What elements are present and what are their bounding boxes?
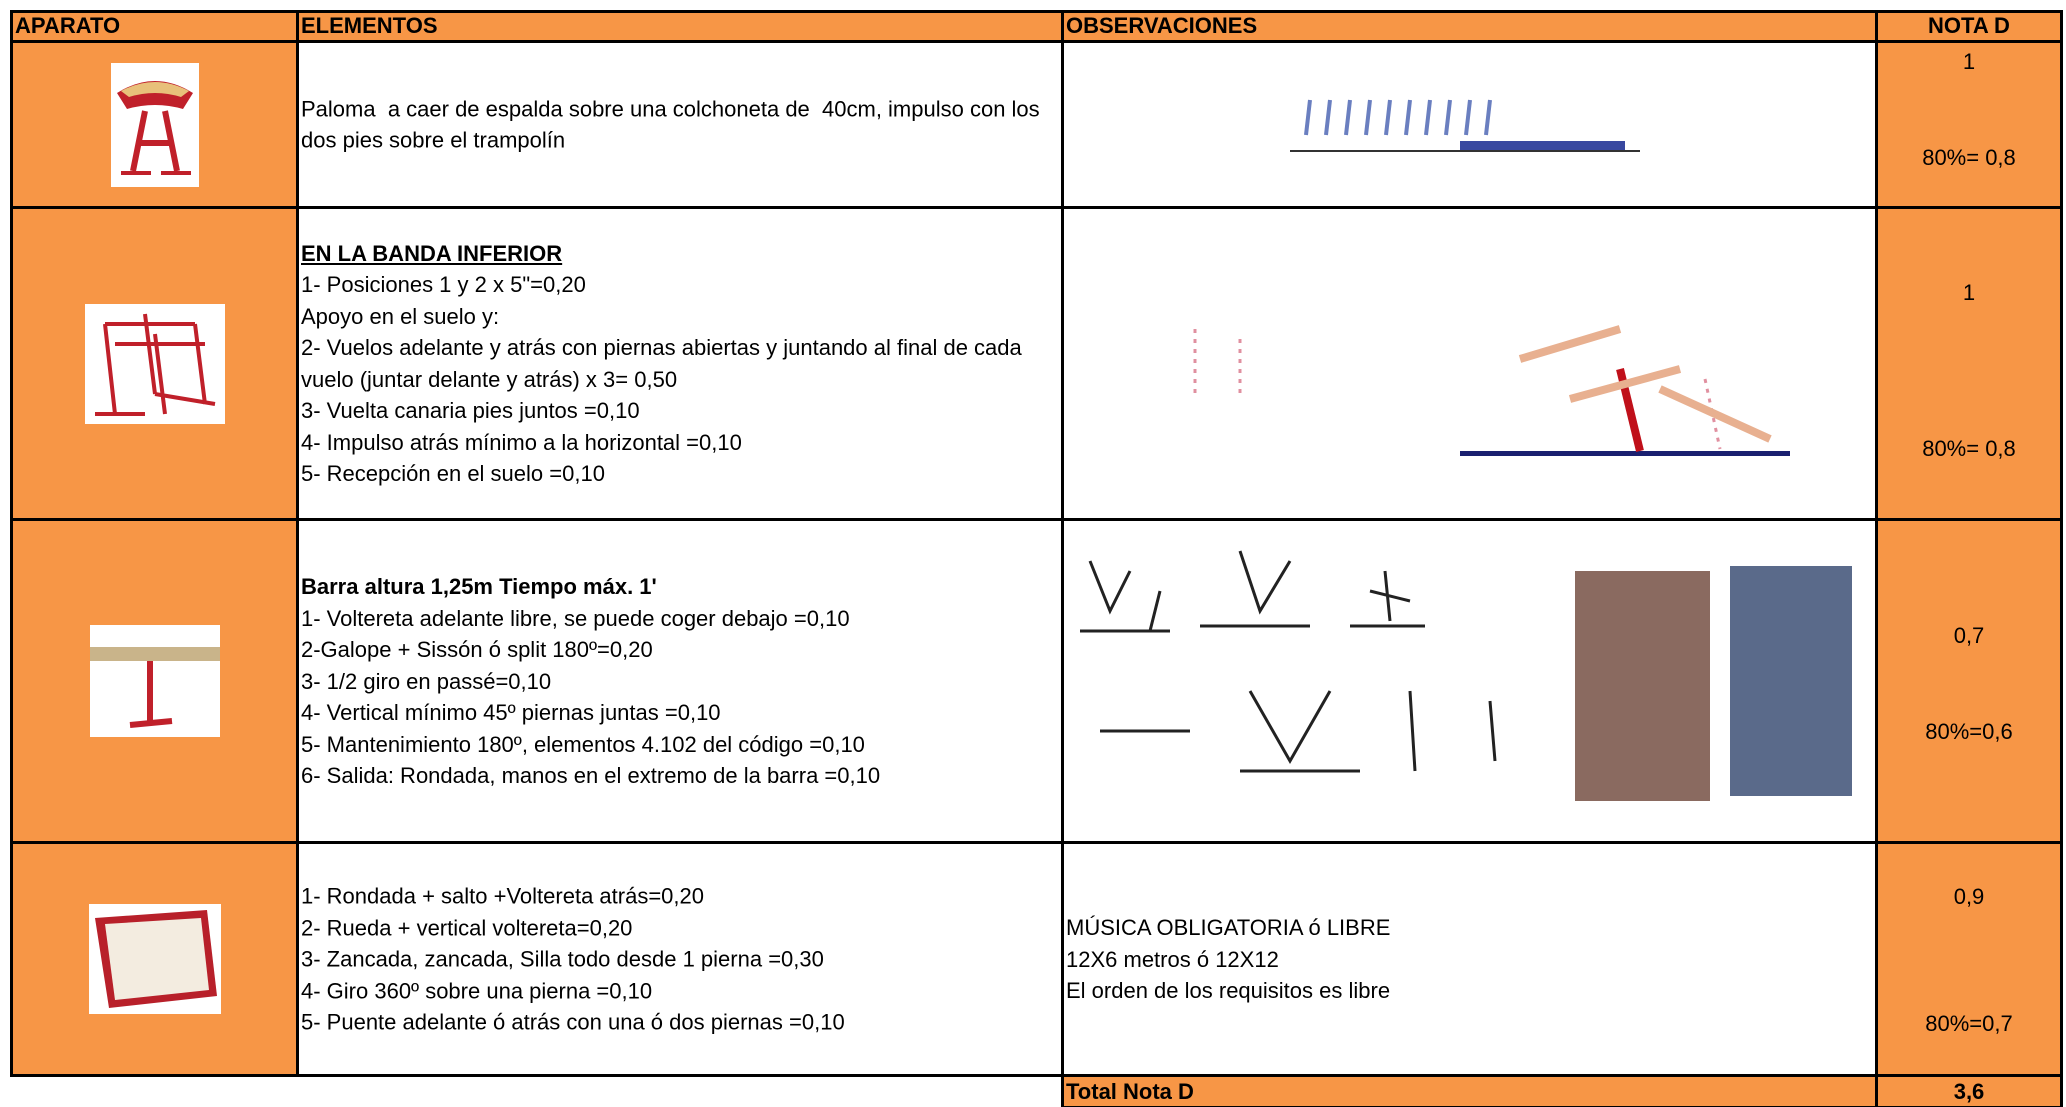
elements-heading: EN LA BANDA INFERIOR (301, 240, 563, 266)
header-cell: ELEMENTOS (296, 10, 1064, 43)
elements-cell: 1- Rondada + salto +Voltereta atrás=0,20… (296, 841, 1064, 1077)
element-line: 5- Recepción en el suelo =0,10 (301, 461, 605, 486)
nota-value: 0,9 (1953, 884, 1985, 909)
element-line: 1- Voltereta adelante libre, se puede co… (301, 605, 850, 631)
apparatus-icon (89, 625, 220, 737)
apparatus-icon (110, 62, 199, 187)
observations-cell (1061, 40, 1878, 209)
header-text: NOTA D (1928, 13, 2010, 38)
element-line: 2- Rueda + vertical voltereta=0,20 (301, 914, 633, 940)
total-value-cell: 3,6 (1875, 1074, 2063, 1107)
observation-image (1120, 249, 1820, 479)
nota-cell: 0,9 80%=0,7 (1875, 841, 2063, 1077)
nota-percent: 80%= 0,8 (1922, 145, 2016, 170)
header-cell: APARATO (10, 10, 299, 43)
nota-percent: 80%=0,6 (1925, 719, 2013, 744)
header-text: OBSERVACIONES (1066, 13, 1258, 38)
header-text: APARATO (15, 13, 121, 38)
element-line: 1- Rondada + salto +Voltereta atrás=0,20 (301, 883, 705, 909)
observation-image (1280, 65, 1660, 185)
apparatus-cell (10, 206, 299, 521)
observation-line: El orden de los requisitos es libre (1066, 977, 1391, 1003)
nota-cell: 0,7 80%=0,6 (1875, 518, 2063, 844)
element-line: 4- Vertical mínimo 45º piernas juntas =0… (301, 699, 721, 725)
element-line: 2-Galope + Sissón ó split 180º=0,20 (301, 636, 653, 662)
elements-cell: EN LA BANDA INFERIOR 1- Posiciones 1 y 2 … (296, 206, 1064, 521)
elements-heading: Barra altura 1,25m Tiempo máx. 1' (301, 573, 657, 599)
elements-list: 1- Rondada + salto +Voltereta atrás=0,20… (301, 880, 1055, 1038)
element-line: 3- Vuelta canaria pies juntos =0,10 (301, 398, 640, 423)
apparatus-cell (10, 40, 299, 209)
elements-list: EN LA BANDA INFERIOR 1- Posiciones 1 y 2 … (301, 238, 1055, 490)
element-line: 3- 1/2 giro en passé=0,10 (301, 668, 552, 694)
total-label: Total Nota D (1066, 1079, 1194, 1104)
total-value: 3,6 (1953, 1079, 1985, 1104)
nota-value: 1 (1962, 280, 1976, 305)
element-line: 1- Posiciones 1 y 2 x 5"=0,20 (301, 272, 586, 297)
nota-cell: 1 80%= 0,8 (1875, 40, 2063, 209)
elements-cell: Paloma a caer de espalda sobre una colch… (296, 40, 1064, 209)
observations-cell (1061, 518, 1878, 844)
observations-list: MÚSICA OBLIGATORIA ó LIBRE 12X6 metros ó … (1066, 912, 1871, 1007)
apparatus-cell (10, 518, 299, 844)
header-cell: OBSERVACIONES (1061, 10, 1878, 43)
nota-percent: 80%=0,7 (1925, 1011, 2013, 1036)
elements-list: Paloma a caer de espalda sobre una colch… (301, 93, 1055, 156)
observation-image (1070, 531, 1870, 831)
nota-value: 1 (1962, 49, 1976, 74)
observation-line: 12X6 metros ó 12X12 (1066, 946, 1279, 972)
observation-line: MÚSICA OBLIGATORIA ó LIBRE (1066, 914, 1391, 940)
elements-cell: Barra altura 1,25m Tiempo máx. 1' 1- Volt… (296, 518, 1064, 844)
element-line: 4- Impulso atrás mínimo a la horizontal … (301, 429, 742, 455)
element-line: Paloma a caer de espalda sobre una colch… (301, 96, 1046, 153)
element-line: 2- Vuelos adelante y atrás con piernas a… (301, 335, 1028, 392)
nota-cell: 1 80%= 0,8 (1875, 206, 2063, 521)
observations-cell (1061, 206, 1878, 521)
header-cell: NOTA D (1875, 10, 2063, 43)
apparatus-icon (88, 904, 221, 1014)
observations-cell: MÚSICA OBLIGATORIA ó LIBRE 12X6 metros ó … (1061, 841, 1878, 1077)
element-line: Apoyo en el suelo y: (301, 303, 500, 329)
element-line: 5- Puente adelante ó atrás con una ó dos… (301, 1009, 845, 1035)
header-text: ELEMENTOS (301, 13, 438, 38)
element-line: 4- Giro 360º sobre una pierna =0,10 (301, 977, 653, 1003)
elements-list: Barra altura 1,25m Tiempo máx. 1' 1- Volt… (301, 571, 1055, 792)
apparatus-cell (10, 841, 299, 1077)
element-line: 6- Salida: Rondada, manos en el extremo … (301, 762, 881, 788)
nota-value: 0,7 (1953, 623, 1985, 648)
apparatus-icon (84, 303, 225, 424)
element-line: 5- Mantenimiento 180º, elementos 4.102 d… (301, 731, 865, 757)
total-label-cell: Total Nota D (1061, 1074, 1878, 1107)
nota-percent: 80%= 0,8 (1922, 436, 2016, 461)
element-line: 3- Zancada, zancada, Silla todo desde 1 … (301, 946, 824, 972)
